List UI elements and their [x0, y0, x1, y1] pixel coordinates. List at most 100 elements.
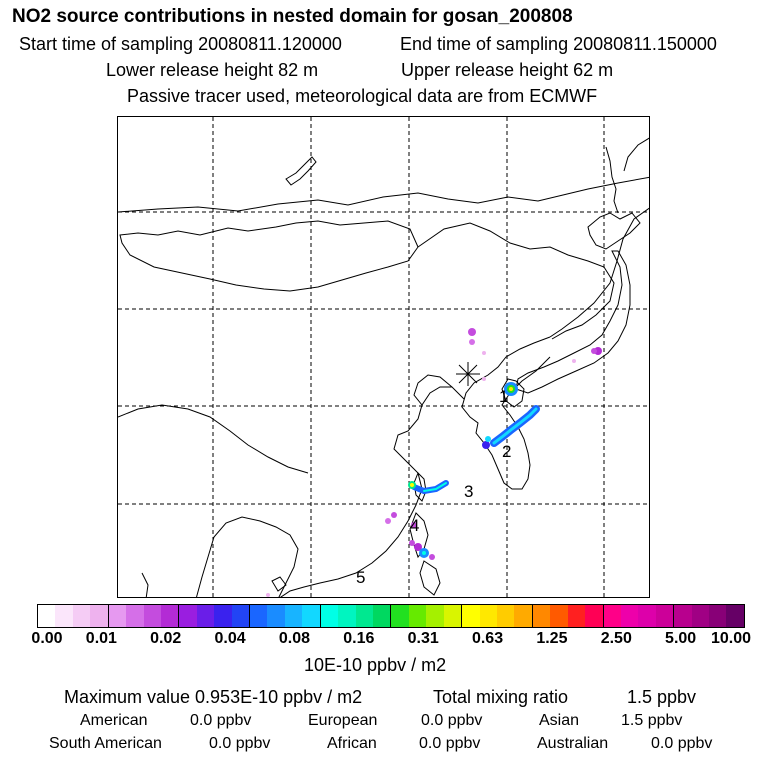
upper-release-height-label: Upper release height 62 m: [401, 60, 614, 80]
colorbar-cell: [214, 605, 232, 627]
colorbar-cell: [55, 605, 73, 627]
country-border: [119, 220, 419, 292]
colorbar-cell: [231, 605, 251, 627]
trajectory-label-4: 4: [410, 516, 419, 535]
colorbar-ticks: 0.00 0.01 0.02 0.04 0.08 0.16 0.31 0.63 1.25 2.50…: [0, 630, 768, 652]
region-value: 0.0 ppbv: [421, 712, 483, 729]
trajectory-label-5: 5: [356, 568, 365, 587]
colorbar-cell: [408, 605, 427, 627]
colorbar-tick-label: 0.04: [214, 630, 246, 647]
colorbar-cell: [426, 605, 444, 627]
colorbar-cell: [250, 605, 268, 627]
japan-kyushu: [501, 378, 525, 408]
region-value: 0.0 ppbv: [419, 735, 481, 752]
colorbar-cell: [179, 605, 197, 627]
region-name: Asian: [539, 712, 580, 729]
colorbar-cell: [38, 605, 56, 627]
colorbar-tick-label: 0.08: [278, 630, 311, 647]
colorbar-cell: [620, 605, 639, 627]
region-value: 1.5 ppbv: [621, 712, 683, 729]
colorbar-cell: [373, 605, 392, 627]
lake-baikal: [285, 156, 317, 186]
trajectory-label-1: 1: [499, 387, 508, 406]
tracer-note: Passive tracer used, meteorological data…: [127, 86, 598, 106]
indochina-coast: [196, 516, 299, 597]
coastline: [141, 572, 149, 597]
colorbar-tick-label: 0.00: [31, 630, 63, 647]
colorbar-tick-label: 0.31: [407, 630, 439, 647]
colorbar-cell: [355, 605, 374, 627]
colorbar-cell: [726, 605, 744, 627]
colorbar-cell: [567, 605, 586, 627]
colorbar-tick-label: 10.00: [710, 630, 752, 647]
colorbar-cell: [90, 605, 109, 627]
colorbar-cell: [320, 605, 339, 627]
region-name: European: [308, 712, 378, 729]
sakhalin: [605, 146, 619, 214]
colorbar-tick-label: 0.01: [85, 630, 117, 647]
region-value: 0.0 ppbv: [209, 735, 271, 752]
colorbar-tick-label: 1.25: [536, 630, 568, 647]
colorbar-tick-label: 2.50: [600, 630, 632, 647]
colorbar-cell: [603, 605, 621, 627]
maximum-value-label: Maximum value 0.953E-10 ppbv / m2: [64, 687, 363, 707]
colorbar-tick-label: 5.00: [665, 630, 697, 647]
country-border: [417, 222, 615, 340]
colorbar-cell: [462, 605, 480, 627]
trajectory-label-3: 3: [464, 482, 473, 501]
colorbar-cell: [496, 605, 515, 627]
tracer-plume: [266, 328, 602, 597]
colorbar-cell: [108, 605, 127, 627]
colorbar-cell: [284, 605, 303, 627]
region-name: Australian: [537, 735, 609, 752]
map-panel: 1 2 3 4 5: [117, 116, 650, 598]
colorbar-cell: [550, 605, 568, 627]
colorbar-cell: [302, 605, 321, 627]
coastline: [118, 176, 649, 213]
colorbar-cell: [691, 605, 710, 627]
asterisk-icon: [456, 362, 480, 386]
colorbar-cell: [143, 605, 161, 627]
region-name: South American: [49, 735, 162, 752]
colorbar-cell: [514, 605, 533, 627]
colorbar: [37, 604, 745, 628]
colorbar-cell: [709, 605, 727, 627]
philippines-south: [419, 560, 441, 596]
colorbar-unit-label: 10E-10 ppbv / m2: [304, 655, 447, 675]
lower-release-height-label: Lower release height 82 m: [106, 60, 319, 80]
colorbar-cell: [160, 605, 180, 627]
colorbar-cell: [638, 605, 656, 627]
end-time-label: End time of sampling 20080811.150000: [400, 34, 717, 54]
plot-title: NO2 source contributions in nested domai…: [12, 6, 573, 27]
colorbar-tick-label: 0.02: [150, 630, 182, 647]
china-coastline: [280, 386, 465, 597]
colorbar-cell: [391, 605, 409, 627]
country-border: [118, 404, 309, 474]
coastline: [623, 137, 649, 172]
colorbar-cell: [126, 605, 144, 627]
region-value: 0.0 ppbv: [190, 712, 252, 729]
total-mixing-ratio-value: 1.5 ppbv: [627, 687, 697, 707]
coastline: [549, 207, 649, 338]
region-name: American: [80, 712, 148, 729]
trajectory-label-2: 2: [502, 442, 511, 461]
total-mixing-ratio-label: Total mixing ratio: [433, 687, 569, 707]
colorbar-cell: [585, 605, 604, 627]
colorbar-cell: [532, 605, 551, 627]
map-canvas: 1 2 3 4 5: [118, 117, 649, 597]
colorbar-cell: [338, 605, 356, 627]
japan-honshu: [515, 250, 631, 394]
colorbar-cell: [443, 605, 463, 627]
region-name: African: [327, 735, 377, 752]
hainan: [271, 576, 287, 592]
colorbar-cell: [674, 605, 692, 627]
colorbar-tick-label: 0.63: [471, 630, 504, 647]
colorbar-cell: [267, 605, 285, 627]
colorbar-cell: [655, 605, 675, 627]
colorbar-cell: [479, 605, 497, 627]
japan-hokkaido: [587, 212, 641, 250]
region-value: 0.0 ppbv: [651, 735, 713, 752]
start-time-label: Start time of sampling 20080811.120000: [19, 34, 342, 54]
colorbar-cell: [72, 605, 91, 627]
coastline: [413, 374, 453, 406]
